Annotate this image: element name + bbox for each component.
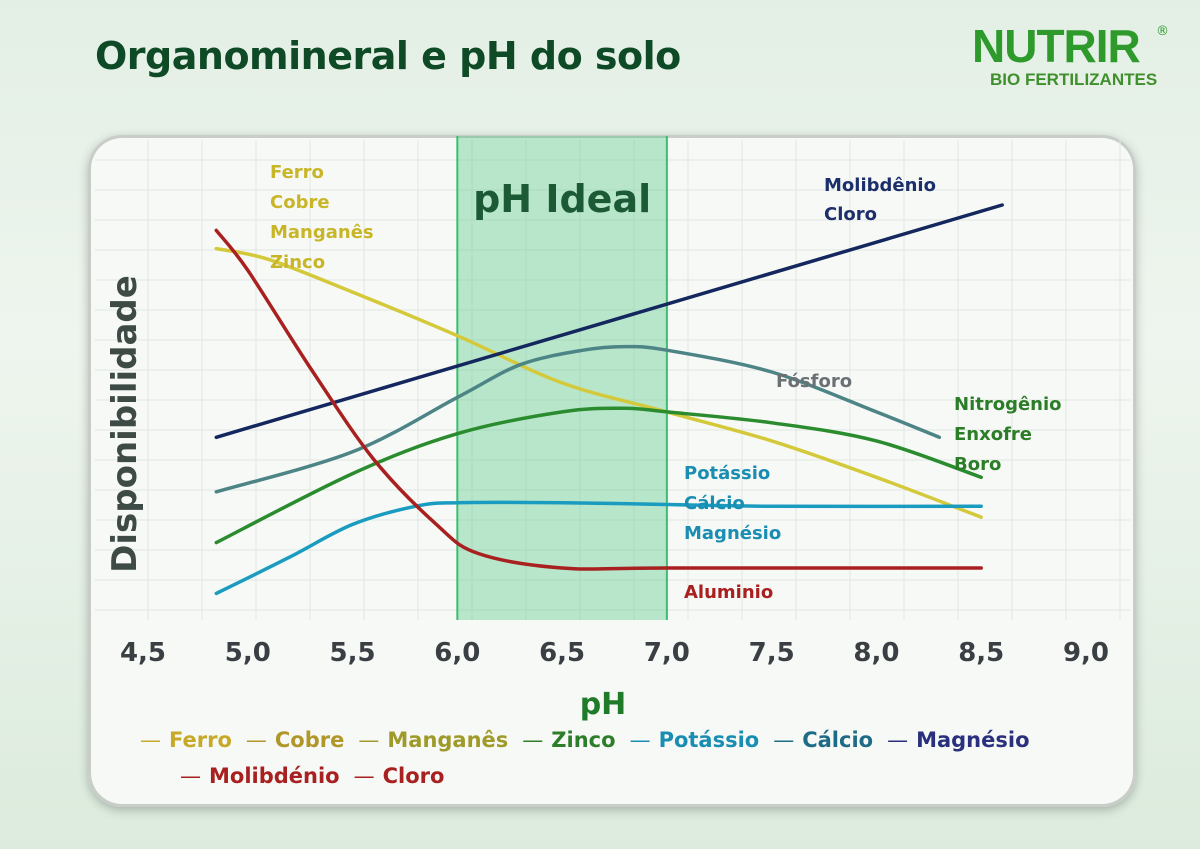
- legend-item: — Cloro: [354, 758, 445, 794]
- x-tick-label: 8,5: [958, 638, 1004, 668]
- annotation-label: Enxofre: [954, 424, 1032, 445]
- series-line-potassio: [214, 500, 983, 596]
- legend-item: — Potássio: [630, 722, 760, 758]
- x-tick-label: 4,5: [120, 638, 166, 668]
- legend-label: Manganês: [387, 728, 509, 752]
- legend-swatch: —: [353, 764, 375, 788]
- chart-legend: — Ferro — Cobre — Manganês — Zinco — Potássio — Cál…: [140, 722, 1100, 794]
- chart-axes: 4,5 5,0 5,5 6,0 6,5 7,0 7,5 8,0 8,5 9,0 Disponibil…: [95, 275, 1130, 722]
- series-line-ferro: [214, 246, 983, 519]
- legend-item: — Cobre: [246, 722, 344, 758]
- annotation-label: Molibdênio: [824, 175, 936, 196]
- legend-item: — Molibdénio: [180, 758, 340, 794]
- annotation-label: Ferro: [270, 162, 324, 183]
- logo-registered-mark: ®: [1156, 24, 1169, 39]
- legend-swatch: —: [522, 728, 544, 752]
- annotation-label: Manganês: [270, 222, 374, 243]
- ideal-ph-band: pH Ideal: [456, 136, 668, 620]
- x-tick-label: 5,0: [225, 638, 271, 668]
- page-title: Organomineral e pH do solo: [95, 34, 681, 78]
- brand-logo: NUTRIR ® BIO FERTILIZANTES: [972, 22, 1172, 92]
- x-tick-label: 6,5: [539, 638, 585, 668]
- ideal-band-label: pH Ideal: [473, 177, 651, 221]
- legend-label: Cloro: [382, 764, 445, 788]
- annotation-label: Cobre: [270, 192, 330, 213]
- annotation-label: Potássio: [684, 463, 770, 484]
- x-tick-label: 5,5: [330, 638, 376, 668]
- legend-item: — Cálcio: [773, 722, 873, 758]
- legend-label: Ferro: [169, 728, 232, 752]
- annotation-label: Fósforo: [776, 371, 852, 392]
- legend-label: Cálcio: [802, 728, 874, 752]
- legend-item: — Magnésio: [887, 722, 1029, 758]
- legend-label: Cobre: [274, 728, 345, 752]
- logo-subtitle: BIO FERTILIZANTES: [990, 70, 1158, 89]
- annotation-label: Boro: [954, 454, 1001, 475]
- legend-swatch: —: [773, 728, 795, 752]
- legend-swatch: —: [887, 728, 909, 752]
- annotation-label: Nitrogênio: [954, 394, 1062, 415]
- series-line-aluminio: [214, 228, 983, 571]
- logo-wordmark: NUTRIR: [972, 20, 1141, 72]
- series-line-molibdenio: [214, 203, 1004, 440]
- legend-swatch: —: [140, 728, 161, 752]
- annotation-label: Aluminio: [684, 582, 773, 603]
- chart-annotations: Ferro Cobre Manganês Zinco Molibdênio Cloro Fó…: [270, 162, 1062, 603]
- chart-grid: [95, 140, 1130, 620]
- x-tick-label: 7,5: [749, 638, 795, 668]
- legend-swatch: —: [245, 728, 267, 752]
- annotation-label: Cloro: [824, 204, 877, 225]
- legend-label: Potássio: [658, 728, 760, 752]
- x-tick-label: 8,0: [853, 638, 899, 668]
- legend-item: — Zinco: [522, 722, 615, 758]
- series-line-nitrogenio: [214, 406, 983, 545]
- y-axis-label: Disponibilidade: [105, 275, 145, 573]
- x-tick-label: 7,0: [644, 638, 690, 668]
- x-axis-label: pH: [580, 687, 627, 722]
- legend-label: Magnésio: [916, 728, 1030, 752]
- annotation-label: Zinco: [270, 252, 325, 273]
- annotation-label: Cálcio: [684, 493, 745, 514]
- x-tick-label: 9,0: [1063, 638, 1109, 668]
- legend-swatch: —: [629, 728, 651, 752]
- legend-label: Zinco: [551, 728, 616, 752]
- x-axis-band: [95, 625, 1130, 675]
- x-tick-label: 6,0: [434, 638, 480, 668]
- legend-item: — Ferro: [140, 722, 232, 758]
- legend-swatch: —: [180, 764, 201, 788]
- series-line-fosforo: [214, 344, 942, 494]
- chart-series: [214, 203, 1004, 596]
- annotation-label: Magnésio: [684, 523, 781, 544]
- legend-swatch: —: [358, 728, 380, 752]
- legend-item: — Manganês: [358, 722, 508, 758]
- legend-label: Molibdénio: [209, 764, 340, 788]
